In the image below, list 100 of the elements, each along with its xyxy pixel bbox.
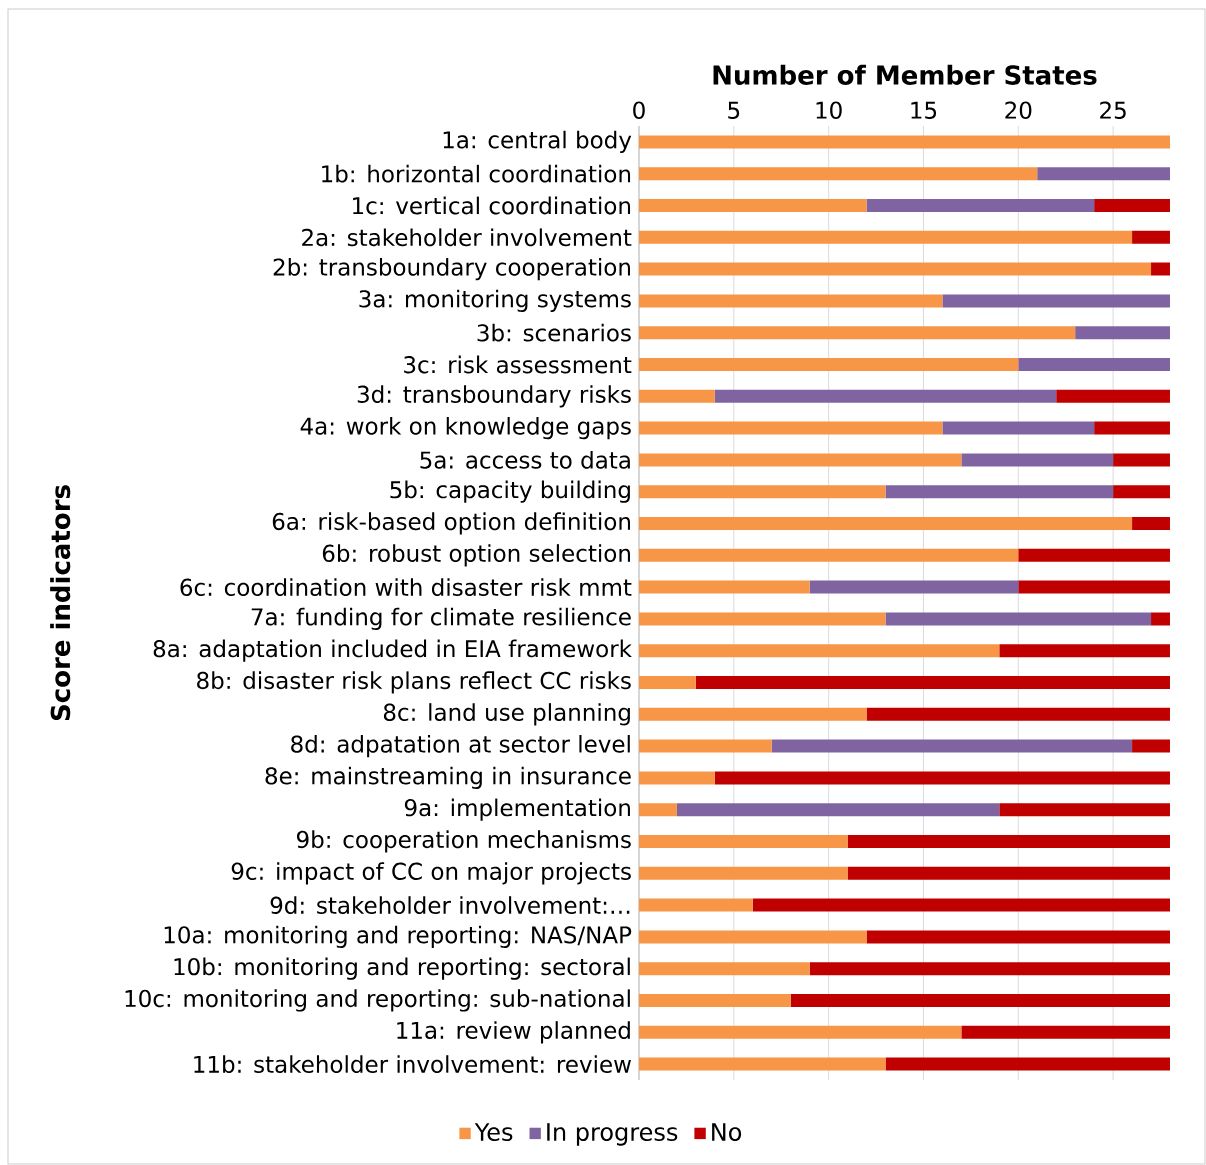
- bar: [1151, 262, 1170, 276]
- bar: [771, 739, 1133, 753]
- bar: [638, 644, 1000, 658]
- y-tick-label: 6a: risk-based option definition: [272, 512, 630, 535]
- x-tick-label: 0: [633, 101, 645, 119]
- bar: [638, 167, 1038, 181]
- bar: [638, 580, 810, 594]
- y-axis-title: Score indicators: [50, 485, 71, 721]
- bar: [961, 1025, 1170, 1039]
- bar: [638, 485, 886, 499]
- bar: [638, 421, 943, 435]
- bar: [847, 866, 1170, 880]
- bar: [999, 803, 1170, 817]
- y-tick-label: 4a: work on knowledge gaps: [300, 416, 631, 440]
- bar: [638, 835, 848, 848]
- bar: [942, 421, 1095, 435]
- y-tick-label: 3c: risk assessment: [404, 355, 632, 374]
- y-tick-label: 3b: scenarios: [477, 323, 631, 342]
- y-tick-label: 5b: capacity building: [390, 480, 630, 503]
- y-tick-label: 6c: coordination with disaster risk mmt: [180, 578, 632, 596]
- bar: [1018, 357, 1170, 371]
- y-tick-label: 10a: monitoring and reporting: NAS/NAP: [164, 925, 632, 949]
- bar: [695, 676, 1170, 689]
- bar: [885, 612, 1152, 626]
- bar: [1018, 548, 1170, 562]
- bar: [638, 548, 1019, 562]
- bar: [1094, 421, 1170, 435]
- bar: [1094, 198, 1170, 212]
- y-tick-label: 8d: adpatation at sector level: [291, 734, 630, 758]
- y-tick-label: 1a: central body: [443, 130, 632, 154]
- bar: [638, 898, 753, 912]
- bar: [638, 962, 810, 976]
- bar: [638, 994, 791, 1007]
- bar: [885, 485, 1114, 499]
- x-tick-label: 5: [728, 101, 740, 119]
- y-tick-label: 11a: review planned: [397, 1021, 630, 1044]
- bar: [790, 994, 1170, 1007]
- y-tick-label: 9c: impact of CC on major projects: [231, 862, 631, 885]
- bar: [638, 803, 677, 817]
- bar: [638, 771, 715, 785]
- x-tick-label: 15: [911, 101, 937, 119]
- legend-label: Yes: [474, 1123, 513, 1142]
- bar: [961, 453, 1114, 467]
- bar: [638, 612, 886, 626]
- y-tick-label: 2b: transboundary cooperation: [273, 257, 630, 281]
- y-tick-label: 1c: vertical coordination: [353, 196, 631, 215]
- y-tick-label: 11b: stakeholder involvement: review: [194, 1055, 631, 1073]
- bar: [1151, 612, 1170, 626]
- y-tick-label: 9a: implementation: [404, 798, 630, 821]
- bar: [638, 866, 848, 880]
- x-tick-label: 20: [1005, 101, 1032, 119]
- bar: [1075, 326, 1170, 340]
- bar: [1113, 453, 1170, 467]
- bar: [638, 930, 867, 944]
- x-axis-title: Number of Member States: [713, 64, 1097, 85]
- bar: [638, 1025, 962, 1039]
- bar: [638, 135, 1170, 149]
- bar: [638, 357, 1019, 371]
- bar: [1132, 517, 1170, 530]
- bar: [638, 707, 867, 721]
- y-tick-label: 5a: access to data: [420, 451, 630, 469]
- legend-label: No: [712, 1123, 742, 1142]
- bar: [714, 389, 1057, 403]
- y-tick-label: 9d: stakeholder involvement:…: [270, 896, 630, 914]
- y-tick-label: 10b: monitoring and reporting: sectoral: [174, 957, 630, 980]
- bar: [752, 898, 1170, 912]
- bar: [1037, 167, 1170, 181]
- bar: [638, 262, 1152, 276]
- y-tick-label: 3a: monitoring systems: [359, 289, 631, 313]
- bar: [638, 294, 943, 308]
- bar: [638, 517, 1133, 530]
- y-tick-label: 2a: stakeholder involvement: [302, 228, 632, 247]
- bar: [676, 803, 1000, 817]
- y-tick-label: 8c: land use planning: [383, 703, 630, 726]
- bar: [866, 707, 1170, 721]
- x-tick-label: 25: [1100, 101, 1126, 119]
- bar: [866, 198, 1095, 212]
- bar: [809, 962, 1170, 976]
- bar: [1018, 580, 1170, 594]
- y-tick-label: 7a: funding for climate resilience: [251, 607, 631, 631]
- bar: [1132, 739, 1170, 753]
- bar: [942, 294, 1170, 308]
- bar: [809, 580, 1019, 594]
- y-tick-label: 8b: disaster risk plans reflect CC risks: [197, 671, 631, 694]
- bar: [1132, 230, 1170, 244]
- legend-label: In progress: [547, 1123, 678, 1146]
- bar: [999, 644, 1170, 658]
- y-tick-label: 9b: cooperation mechanisms: [296, 830, 631, 853]
- bar: [638, 230, 1133, 244]
- bar: [847, 835, 1170, 848]
- y-tick-label: 8e: mainstreaming in insurance: [265, 766, 631, 790]
- bar: [638, 676, 696, 689]
- bar: [638, 389, 715, 403]
- bar: [638, 453, 962, 467]
- y-tick-label: 3d: transboundary risks: [357, 385, 631, 408]
- bar: [885, 1057, 1170, 1071]
- y-tick-label: 1b: horizontal coordination: [322, 164, 631, 183]
- bar: [638, 326, 1076, 340]
- y-tick-label: 6b: robust option selection: [322, 544, 630, 567]
- bar: [638, 198, 867, 212]
